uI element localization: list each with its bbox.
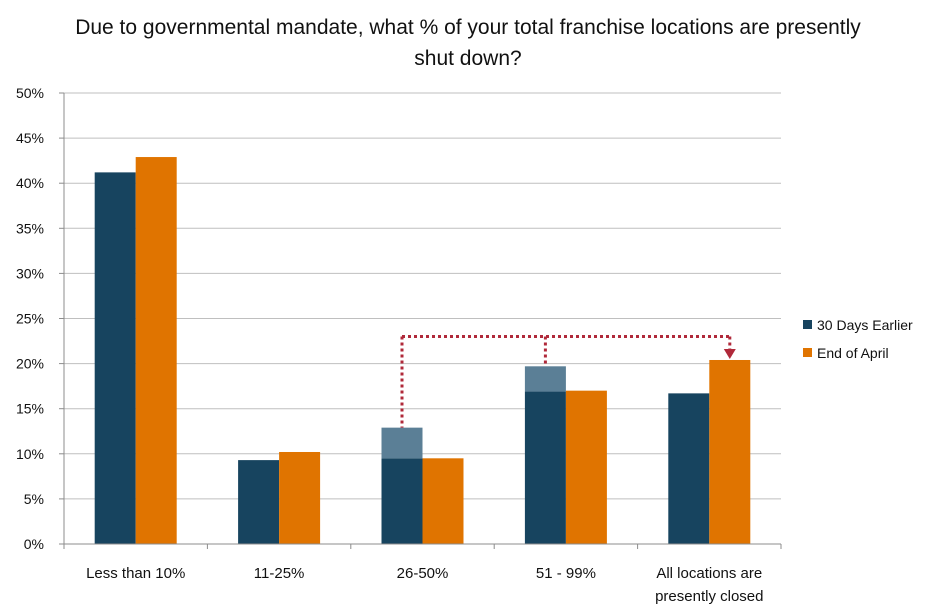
x-tick-labels: Less than 10% 11-25% 26-50% 51 - 99% All loc… (86, 565, 763, 605)
y-tick-label: 45% (16, 130, 44, 146)
overlay-segment (524, 366, 566, 392)
bar (381, 458, 423, 544)
y-tick-label: 5% (24, 491, 44, 507)
gridlines (59, 92, 781, 545)
x-tick-label: Less than 10% (86, 565, 185, 582)
y-tick-label: 15% (16, 401, 44, 417)
bar (709, 359, 751, 544)
connector-lines (400, 335, 736, 428)
bar (238, 460, 280, 544)
y-tick-label: 10% (16, 446, 44, 462)
bar (668, 393, 710, 544)
bar (524, 391, 566, 544)
y-tick-label: 30% (16, 265, 44, 281)
bar (279, 451, 321, 544)
y-tick-label: 0% (24, 536, 44, 552)
legend-label: 30 Days Earlier (817, 317, 913, 333)
y-tick-label: 25% (16, 311, 44, 327)
bar (422, 458, 464, 544)
y-tick-labels: 0% 5% 10% 15% 20% 25% 30% 35% 40% 45% 50% (16, 85, 44, 552)
x-tick-label: 11-25% (254, 565, 305, 582)
y-tick-label: 20% (16, 356, 44, 372)
overlay-segments (381, 366, 566, 459)
x-tick-label: 51 - 99% (536, 565, 596, 582)
bar (135, 157, 177, 545)
bar (94, 172, 136, 544)
y-tick-label: 35% (16, 220, 44, 236)
legend-label: End of April (817, 345, 889, 361)
y-tick-label: 50% (16, 85, 44, 101)
legend-swatch (803, 320, 812, 329)
y-tick-label: 40% (16, 175, 44, 191)
axes (63, 93, 782, 549)
connector-arrowhead (723, 348, 736, 359)
bars (94, 157, 751, 545)
bar (565, 390, 607, 544)
overlay-segment (381, 427, 423, 459)
x-tick-label: 26-50% (397, 565, 449, 582)
legend-swatch (803, 348, 812, 357)
x-tick-label: All locations are presently closed (655, 565, 763, 605)
legend: 30 Days Earlier End of April (803, 317, 913, 361)
chart-title: Due to governmental mandate, what % of y… (75, 16, 861, 70)
